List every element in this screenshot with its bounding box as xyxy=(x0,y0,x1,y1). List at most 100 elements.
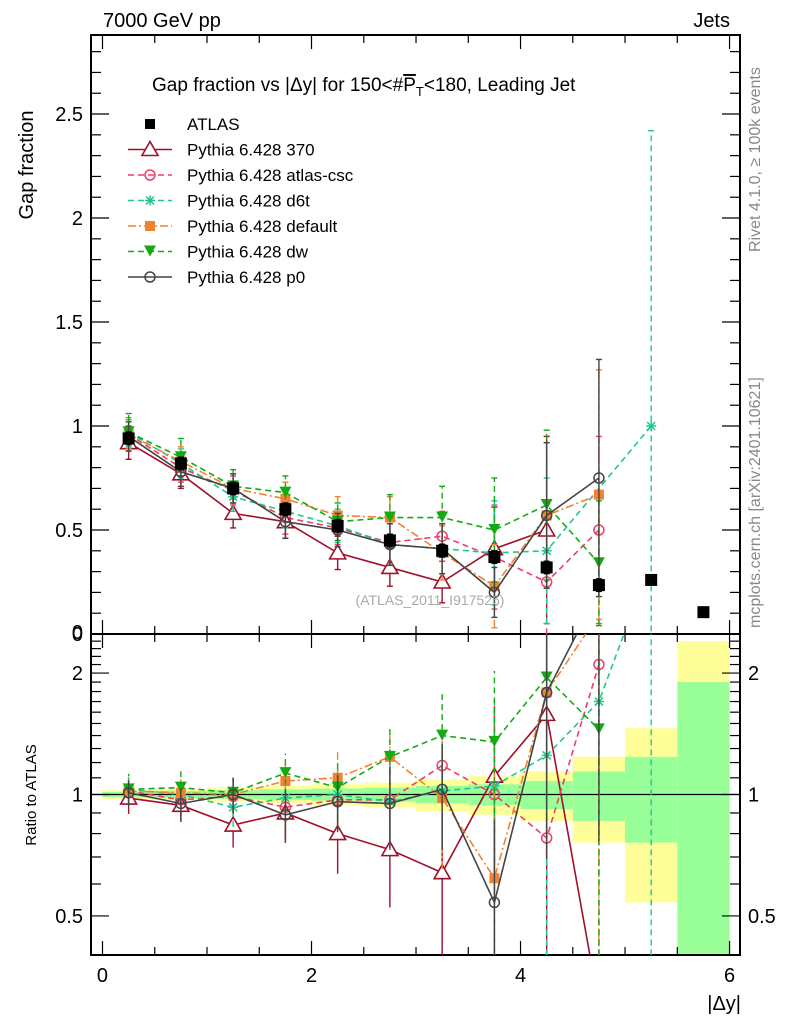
data-point xyxy=(145,221,155,231)
y-tick-label: 1 xyxy=(72,416,83,438)
ratio-y-tick-label-right: 1 xyxy=(748,785,759,807)
ratio-y-tick-label-right: 2 xyxy=(748,663,759,685)
series-pythia-6-428-default xyxy=(123,369,604,629)
data-point xyxy=(175,797,187,810)
legend-item: Pythia 6.428 default xyxy=(128,217,338,236)
ratio-y-tick-label: 2 xyxy=(72,663,83,685)
data-point xyxy=(432,863,452,880)
x-tick-label: 6 xyxy=(724,965,735,987)
data-point xyxy=(380,557,400,575)
x-tick-label: 0 xyxy=(97,965,108,987)
data-point xyxy=(223,503,243,521)
data-point xyxy=(279,486,292,498)
data-point xyxy=(144,271,156,283)
data-point xyxy=(331,795,344,808)
legend-item: Pythia 6.428 d6t xyxy=(128,192,310,211)
header-right: Jets xyxy=(693,10,730,32)
ratio-line xyxy=(128,676,600,794)
stat-uncertainty-band xyxy=(677,682,730,955)
mcplots-label: mcplots.cern.ch [arXiv:2401.10621] xyxy=(747,377,764,628)
ratio-line xyxy=(128,634,578,905)
y-axis-label-ratio: Ratio to ATLAS xyxy=(23,744,40,845)
chart-title: Gap fraction vs |Δy| for 150<#PT<180, Le… xyxy=(152,75,576,99)
series-line xyxy=(128,433,600,588)
data-point xyxy=(488,896,501,909)
series-pythia-6-428-p0 xyxy=(122,358,605,619)
data-point xyxy=(488,586,501,599)
data-point xyxy=(279,503,292,516)
legend-item: Pythia 6.428 p0 xyxy=(128,268,305,287)
data-point xyxy=(436,729,449,741)
data-point xyxy=(328,543,348,560)
data-point xyxy=(331,519,344,532)
y-tick-label: 2.5 xyxy=(55,104,83,126)
legend-item: Pythia 6.428 dw xyxy=(128,243,309,262)
title-post: <180, Leading Jet xyxy=(424,75,576,96)
legend-label: Pythia 6.428 370 xyxy=(187,141,315,160)
data-point xyxy=(645,573,658,586)
axis-ticks: 0 2 4 600.511.522.50.5 0.51 12 20 xyxy=(55,35,776,987)
data-point xyxy=(436,544,449,557)
data-point xyxy=(122,432,135,445)
data-point xyxy=(646,421,657,432)
rivet-label: Rivet 4.1.0, ≥ 100k events xyxy=(747,67,764,252)
data-point xyxy=(383,750,396,762)
legend-item: ATLAS xyxy=(145,115,240,134)
x-tick-label: 4 xyxy=(515,965,526,987)
data-point xyxy=(144,245,156,257)
legend-label: Pythia 6.428 d6t xyxy=(187,192,310,211)
data-point xyxy=(122,787,135,799)
data-point xyxy=(488,735,501,747)
data-point xyxy=(279,515,292,528)
y-tick-label: 0 xyxy=(72,622,83,644)
ratio-line xyxy=(128,634,587,881)
legend: ATLAS Pythia 6.428 370 Pythia 6.428 atlas-… xyxy=(128,115,354,287)
data-point xyxy=(592,579,605,592)
data-point xyxy=(174,457,187,470)
legend-label: Pythia 6.428 dw xyxy=(187,243,309,262)
data-point xyxy=(383,511,396,523)
data-point xyxy=(593,472,605,484)
legend-item: Pythia 6.428 atlas-csc xyxy=(128,166,354,185)
data-point xyxy=(145,195,155,206)
data-point xyxy=(540,686,553,699)
legend-label: Pythia 6.428 default xyxy=(187,217,338,236)
series-line xyxy=(128,433,600,583)
data-point xyxy=(697,606,710,619)
data-point xyxy=(227,482,240,495)
data-point xyxy=(145,119,155,129)
ratio-line xyxy=(128,664,600,840)
title-p: P xyxy=(403,75,416,96)
data-point xyxy=(383,534,396,547)
data-point xyxy=(436,783,448,796)
data-point xyxy=(432,572,452,589)
y-tick-label: 1.5 xyxy=(55,312,83,334)
legend-label: Pythia 6.428 p0 xyxy=(187,268,305,287)
analysis-watermark: (ATLAS_2011_I917526) xyxy=(356,592,505,608)
data-point xyxy=(540,509,553,522)
title-sub-t: T xyxy=(416,84,424,99)
legend-label: Pythia 6.428 atlas-csc xyxy=(187,166,354,185)
ratio-y-tick-label-right: 0.5 xyxy=(748,906,776,928)
y-axis-label-main: Gap fraction xyxy=(16,111,38,220)
data-point xyxy=(436,511,449,523)
series-line xyxy=(128,435,600,594)
data-point xyxy=(279,767,292,779)
data-point xyxy=(140,139,160,157)
title-pre: Gap fraction vs |Δy| for 150<# xyxy=(152,75,404,96)
ratio-line xyxy=(128,712,591,955)
header-left: 7000 GeV pp xyxy=(103,10,221,32)
data-point xyxy=(591,997,607,1011)
data-point xyxy=(488,551,501,564)
ratio-series xyxy=(119,634,652,1011)
x-axis-label: |Δy| xyxy=(707,993,741,1015)
series-pythia-6-428-atlas-csc xyxy=(122,419,605,634)
ratio-y-tick-label: 0.5 xyxy=(55,906,83,928)
data-point xyxy=(144,169,156,181)
series-atlas xyxy=(122,431,710,619)
data-point xyxy=(488,524,501,536)
y-tick-label: 2 xyxy=(72,208,83,230)
data-point xyxy=(174,781,187,793)
data-point xyxy=(328,823,348,841)
